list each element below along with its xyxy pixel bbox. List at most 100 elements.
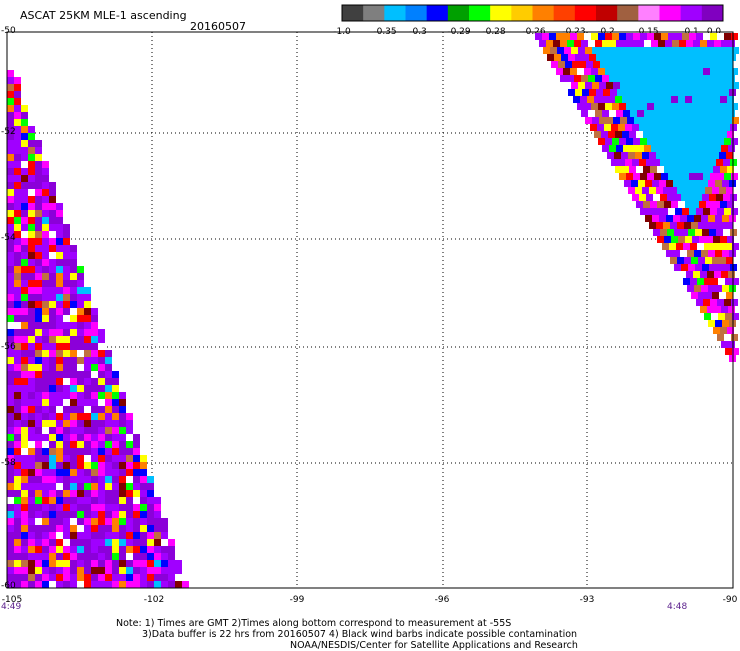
swath-cell <box>701 180 708 187</box>
swath-cell <box>35 539 42 546</box>
swath-cell <box>28 175 35 182</box>
swath-cell <box>597 124 604 131</box>
swath-cell <box>21 252 28 259</box>
swath-cell <box>133 532 140 539</box>
swath-cell <box>712 187 719 194</box>
swath-cell <box>98 476 105 483</box>
swath-cell <box>14 182 21 189</box>
swath-cell <box>28 581 35 588</box>
swath-cell <box>643 96 650 103</box>
swath-cell <box>621 152 628 159</box>
swath-cell <box>105 483 112 490</box>
swath-cell <box>84 581 91 588</box>
swath-cell <box>28 406 35 413</box>
swath-cell <box>105 406 112 413</box>
swath-cell <box>49 217 56 224</box>
swath-cell <box>91 455 98 462</box>
swath-cell <box>98 581 105 588</box>
swath-cell <box>49 546 56 553</box>
swath-cell <box>91 434 98 441</box>
swath-cell <box>28 168 35 175</box>
swath-cell <box>675 138 682 145</box>
swath-cell <box>14 483 21 490</box>
swath-cell <box>56 287 63 294</box>
swath-cell <box>14 308 21 315</box>
swath-cell <box>564 82 571 89</box>
swath-cell <box>42 434 49 441</box>
swath-cell <box>726 257 733 264</box>
swath-cell <box>105 399 112 406</box>
swath-cell <box>140 483 147 490</box>
swath-cell <box>731 208 738 215</box>
swath-cell <box>621 61 628 68</box>
swath-cell <box>28 378 35 385</box>
swath-cell <box>56 511 63 518</box>
swath-cell <box>63 259 70 266</box>
swath-cell <box>49 182 56 189</box>
swath-cell <box>84 336 91 343</box>
swath-cell <box>650 201 657 208</box>
swath-cell <box>633 138 640 145</box>
swath-cell <box>28 161 35 168</box>
swath-cell <box>42 203 49 210</box>
swath-cell <box>119 546 126 553</box>
swath-cell <box>84 434 91 441</box>
swath-cell <box>585 47 592 54</box>
swath-cell <box>648 117 655 124</box>
swath-cell <box>14 371 21 378</box>
swath-cell <box>7 154 14 161</box>
swath-cell <box>56 308 63 315</box>
swath-cell <box>636 96 643 103</box>
swath-cell <box>696 68 703 75</box>
swath-cell <box>7 532 14 539</box>
swath-cell <box>49 399 56 406</box>
swath-cell <box>14 119 21 126</box>
swath-cell <box>14 224 21 231</box>
swath-cell <box>703 103 710 110</box>
swath-cell <box>7 77 14 84</box>
swath-cell <box>49 280 56 287</box>
swath-cell <box>63 455 70 462</box>
swath-cell <box>686 145 693 152</box>
swath-cell <box>63 280 70 287</box>
swath-cell <box>70 371 77 378</box>
swath-cell <box>656 187 663 194</box>
swath-cell <box>622 131 629 138</box>
swath-cell <box>98 441 105 448</box>
swath-cell <box>602 75 609 82</box>
swath-cell <box>14 280 21 287</box>
swath-cell <box>70 343 77 350</box>
swath-cell <box>693 40 700 47</box>
swath-cell <box>680 215 687 222</box>
swath-cell <box>613 117 620 124</box>
swath-cell <box>56 294 63 301</box>
swath-cell <box>713 166 720 173</box>
swath-cell <box>666 250 673 257</box>
swath-cell <box>42 371 49 378</box>
swath-cell <box>91 490 98 497</box>
swath-cell <box>582 89 589 96</box>
swath-cell <box>633 68 640 75</box>
swath-cell <box>14 525 21 532</box>
swath-cell <box>726 187 733 194</box>
swath-cell <box>84 462 91 469</box>
swath-cell <box>21 420 28 427</box>
swath-cell <box>721 75 728 82</box>
swath-cell <box>98 336 105 343</box>
swath-cell <box>133 469 140 476</box>
swath-cell <box>28 532 35 539</box>
swath-cell <box>703 299 710 306</box>
swath-cell <box>654 138 661 145</box>
colorbar-swatch <box>447 5 470 21</box>
swath-cell <box>98 504 105 511</box>
swath-cell <box>42 525 49 532</box>
swath-cell <box>698 257 705 264</box>
swath-cell <box>732 82 739 89</box>
swath-cell <box>21 322 28 329</box>
swath-cell <box>105 455 112 462</box>
swath-cell <box>732 313 739 320</box>
swath-cell <box>553 40 560 47</box>
swath-cell <box>575 89 582 96</box>
swath-cell <box>56 399 63 406</box>
swath-cell <box>715 54 722 61</box>
